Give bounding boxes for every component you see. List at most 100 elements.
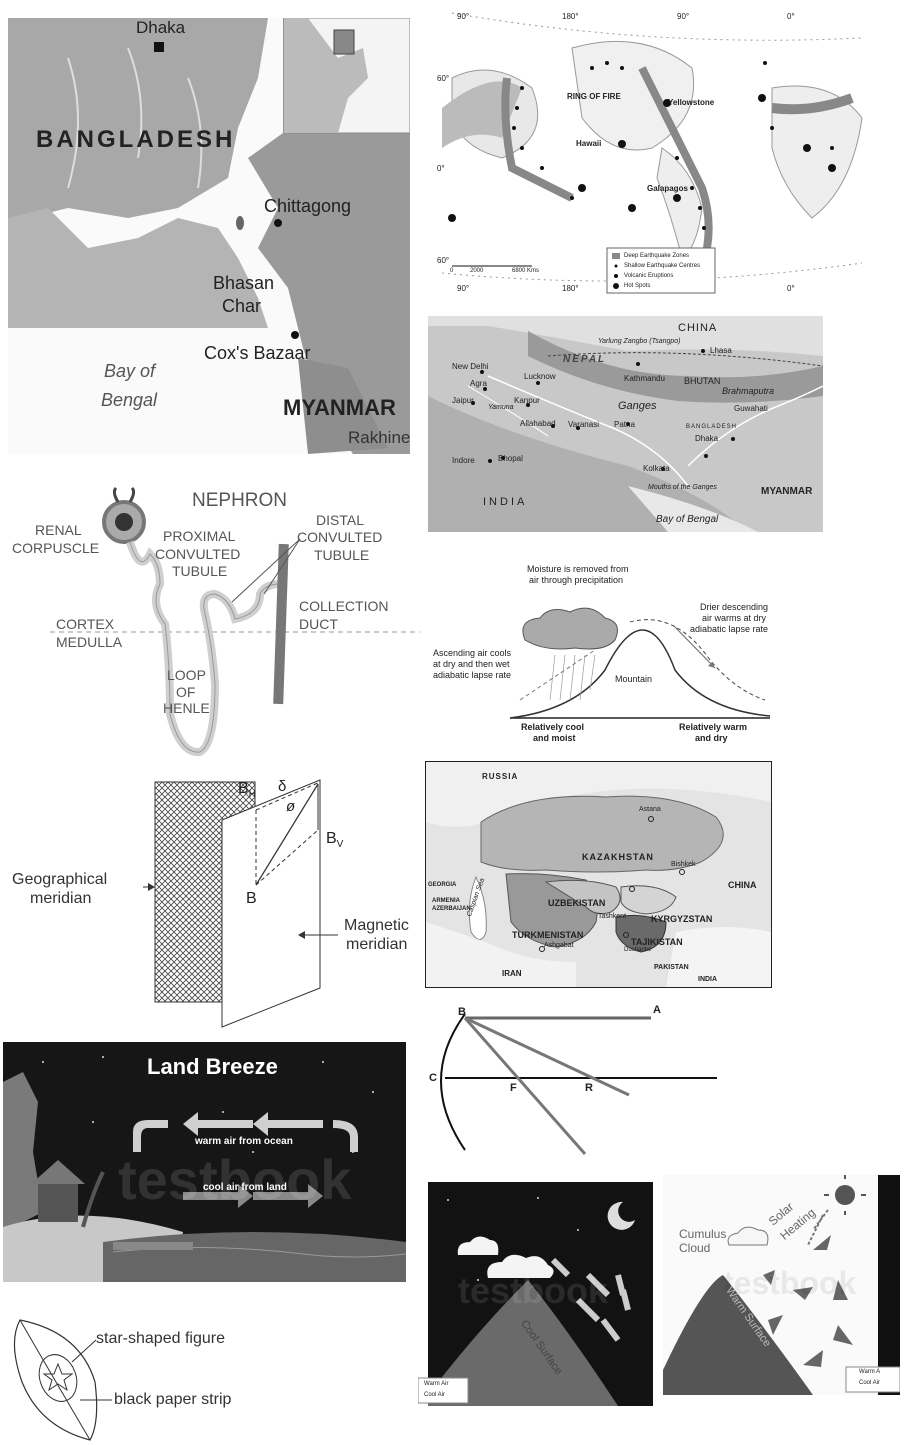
ganges-label-nepal: NEPAL <box>563 354 607 365</box>
oro-bottom-right-1: Relatively warm <box>679 722 748 732</box>
cortex-label: CORTEX <box>56 616 115 632</box>
warm-air-arrow <box>183 1112 253 1136</box>
pct-label-3: TUBULE <box>172 563 228 579</box>
lon-label: 90° <box>457 284 470 293</box>
loop-label-2: OF <box>176 684 196 700</box>
oro-bottom-left-1: Relatively cool <box>521 722 585 732</box>
warm-air-arrow <box>253 1112 323 1136</box>
dct-label-2: CONVULTED <box>297 529 383 545</box>
map-label-bay: Bay of <box>104 361 156 381</box>
day-legend-warm: Warm A <box>859 1369 881 1375</box>
lon-label: 180° <box>562 284 579 293</box>
map-label-char: Char <box>222 296 262 316</box>
warm-air-label: warm air from ocean <box>195 1136 293 1147</box>
map-label-bhasan: Bhasan <box>213 273 275 293</box>
map-label-dhaka: Dhaka <box>136 18 186 37</box>
bh-label: BH <box>238 780 256 800</box>
oro-bottom-right-2: and dry <box>695 733 728 743</box>
loop-label-1: LOOP <box>167 667 206 683</box>
ganges-label-bhutan: BHUTAN <box>684 376 721 386</box>
watermark: testbook <box>118 1148 352 1211</box>
oro-top-2: air through precipitation <box>529 575 624 585</box>
map-label-bengal: Bengal <box>101 390 158 410</box>
dct-label-3: TUBULE <box>314 547 370 563</box>
scale-label: 2000 <box>470 268 484 274</box>
ganges-label-dhaka: Dhaka <box>695 434 719 443</box>
cool-air-arrow <box>183 1184 253 1208</box>
day-slope-shapes <box>663 1175 900 1395</box>
ring-of-fire-shapes <box>441 12 863 294</box>
cumulus-label-1: Cumulus <box>679 1227 727 1241</box>
ganges-label-kolkata: Kolkata <box>643 464 670 473</box>
central-asia-map: RUSSIA Astana KAZAKHSTAN CHINA GEORGIA A… <box>425 761 772 988</box>
map-label-chittagong: Chittagong <box>264 196 352 216</box>
ganges-label-kanpur: Kanpur <box>514 396 540 405</box>
legend-entry: Shallow Earthquake Centres <box>624 263 701 269</box>
lon-label: 90° <box>457 12 470 21</box>
map-label-coxs-bazaar: Cox's Bazaar <box>204 343 311 363</box>
legend-entry: Volcanic Eruptions <box>624 273 674 279</box>
oro-left-2: at dry and then wet <box>433 659 510 669</box>
ca-label-armenia: ARMENIA <box>432 898 460 904</box>
lon-label: 180° <box>562 12 579 21</box>
mirror-label-a: A <box>653 1004 661 1016</box>
collection-label-2: DUCT <box>299 616 338 632</box>
oro-right-1: Drier descending <box>700 602 769 612</box>
night-slope-diagram: Cool Surface Warm Air Cool Air testbook <box>418 1170 653 1406</box>
medulla-label: MEDULLA <box>56 634 123 650</box>
concave-mirror-shapes <box>440 1013 717 1155</box>
oro-left-1: Ascending air cools <box>433 648 512 658</box>
lat-label: 60° <box>437 74 450 83</box>
ganges-label-yamuna: Yamuna <box>488 404 514 411</box>
ganges-map: CHINA NEPAL Yarlung Zangbo (Tsangpo) Lha… <box>428 316 823 532</box>
ca-label-turkmenistan: TURKMENISTAN <box>512 930 584 940</box>
lon-label: 0° <box>787 284 795 293</box>
orographic-rain-diagram: Moisture is removed from air through pre… <box>425 560 785 745</box>
ca-label-kazakhstan: KAZAKHSTAN <box>582 852 654 862</box>
star-figure-label: star-shaped figure <box>96 1330 225 1347</box>
cumulus-label-2: Cloud <box>679 1241 711 1255</box>
day-legend <box>845 1366 900 1393</box>
lat-label: 60° <box>437 256 450 265</box>
cool-air-arrow <box>253 1184 323 1208</box>
pct-label-2: CONVULTED <box>155 546 241 562</box>
geo-meridian-label-2: meridian <box>30 890 92 907</box>
ganges-label-yarlung: Yarlung Zangbo (Tsangpo) <box>598 338 681 345</box>
oro-left-3: adiabatic lapse rate <box>433 670 512 680</box>
ca-label-georgia: GEORGIA <box>428 882 457 888</box>
ganges-label-new-delhi: New Delhi <box>452 362 489 371</box>
mirror-label-r: R <box>585 1082 593 1094</box>
mag-meridian-label-2: meridian <box>346 936 408 953</box>
night-legend-warm: Warm Air <box>424 1381 449 1387</box>
lat-label: 0° <box>437 164 445 173</box>
night-legend-cool: Cool Air <box>424 1392 446 1398</box>
oro-bottom-left-2: and moist <box>533 733 576 743</box>
nephron-diagram: NEPHRON RENAL CORPUSCLE PROXIMAL CONVULT… <box>0 484 420 764</box>
ganges-map-shapes <box>428 316 823 532</box>
ganges-label-lhasa: Lhasa <box>710 346 732 355</box>
day-watermark: testbook <box>723 1265 857 1301</box>
ca-label-dushanbe: Dushanbe <box>624 947 652 953</box>
ca-label-ashgabat: Ashgabat <box>544 942 574 949</box>
b-label: B <box>246 890 257 907</box>
mirror-label-f: F <box>510 1082 517 1094</box>
galapagos-label: Galapagos <box>647 184 688 193</box>
ganges-label-india: INDIA <box>483 496 528 508</box>
renal-label-1: RENAL <box>35 522 82 538</box>
ganges-label-bhopal: Bhopal <box>498 454 523 463</box>
ganges-label-ganges: Ganges <box>618 400 657 412</box>
night-legend <box>418 1377 469 1404</box>
ganges-label-mouths: Mouths of the Ganges <box>648 484 717 491</box>
ca-label-india: INDIA <box>698 976 718 983</box>
ganges-label-bay: Bay of Bengal <box>656 514 719 525</box>
ca-label-pakistan: PAKISTAN <box>654 964 689 971</box>
ganges-label-patna: Patna <box>614 420 635 429</box>
chittagong-marker <box>274 219 282 227</box>
legend-entry: Deep Earthquake Zones <box>624 253 690 259</box>
ganges-label-china: CHINA <box>678 322 718 334</box>
ca-label-russia: RUSSIA <box>482 772 519 781</box>
mirror-label-c: C <box>429 1072 437 1084</box>
ca-label-bishkek: Bishkek <box>671 861 696 868</box>
oro-top-1: Moisture is removed from <box>527 564 629 574</box>
ca-label-tajikistan: TAJIKISTAN <box>631 937 683 947</box>
